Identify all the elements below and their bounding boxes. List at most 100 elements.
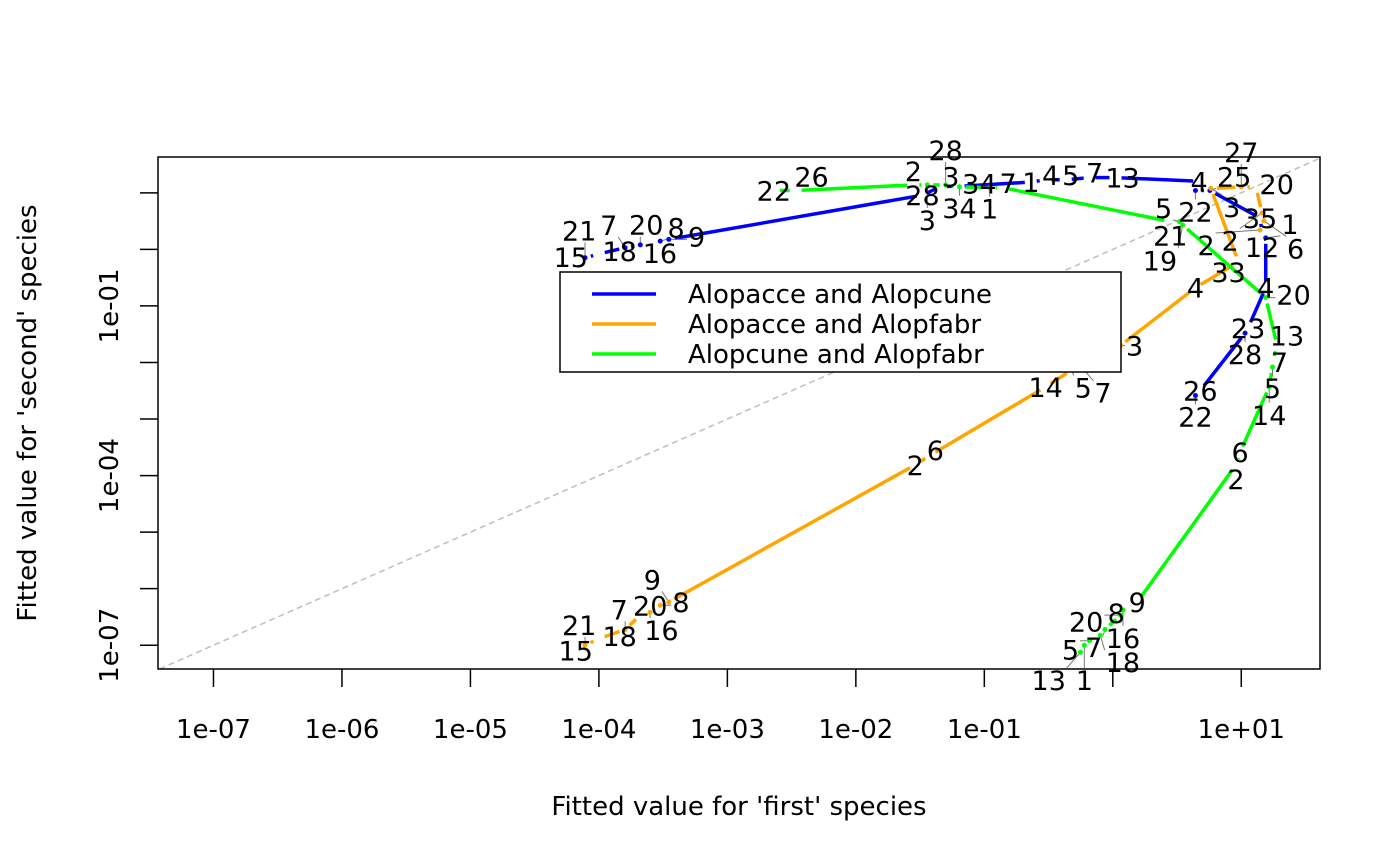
point-marker <box>1269 364 1275 370</box>
series-segment <box>965 185 984 190</box>
point-marker <box>1081 642 1087 648</box>
label-leader-line <box>1215 229 1261 234</box>
label-leader-line <box>1239 212 1263 229</box>
point-marker <box>582 255 588 261</box>
point-label: 9 <box>644 565 661 596</box>
point-label: 13 <box>1032 666 1066 697</box>
y-axis: 1e-07 1e-04 1e-01 <box>95 192 158 683</box>
series-segment <box>964 180 1025 188</box>
point-label: 19 <box>1143 246 1177 277</box>
label-leader-lines <box>582 161 1287 669</box>
point-label: 7 <box>1271 348 1288 379</box>
point-label: 15 <box>554 243 588 274</box>
point-label: 3 <box>1223 193 1240 224</box>
series-segment <box>934 388 1042 454</box>
point-label: 2 <box>1227 465 1244 496</box>
point-marker <box>924 182 930 188</box>
x-tick-label: 1e+01 <box>1198 715 1285 745</box>
series-segment <box>1214 191 1256 217</box>
point-label: 14 <box>1252 401 1286 432</box>
series-segment <box>1211 193 1238 257</box>
point-label: 20 <box>1069 607 1103 638</box>
legend-label: Alopacce and Alopcune <box>688 280 992 310</box>
point-label: 6 <box>1287 234 1304 265</box>
series-segment <box>630 244 635 249</box>
point-label: 16 <box>644 616 678 647</box>
point-label: 2 <box>1222 226 1239 257</box>
point-label: 3 <box>919 206 936 237</box>
point-label: 8 <box>1108 599 1125 630</box>
point-label: 7 <box>999 169 1016 200</box>
point-marker <box>1192 187 1198 193</box>
point-marker <box>657 602 663 608</box>
x-tick-label: 1e-04 <box>561 715 636 745</box>
point-label: 22 <box>1178 403 1212 434</box>
point-marker <box>622 626 628 632</box>
series-group <box>589 175 1278 645</box>
x-axis: 1e-07 1e-06 1e-05 1e-04 1e-03 1e-02 1e-01 1e+01 <box>176 669 1285 745</box>
point-label: 1 <box>1076 666 1093 697</box>
point-label: 2 <box>905 157 922 188</box>
point-label: 3 <box>942 162 959 193</box>
point-label: 16 <box>1106 624 1140 655</box>
point-label: 34 <box>962 169 996 200</box>
x-tick-label: 1e-06 <box>304 715 379 745</box>
series-1 <box>590 175 1268 387</box>
y-tick-label: 1e-01 <box>95 268 125 343</box>
series-segment <box>673 466 911 601</box>
x-tick-label: 1e-01 <box>947 715 1022 745</box>
point-marker <box>1192 393 1198 399</box>
x-axis-title: Fitted value for 'first' species <box>551 792 926 822</box>
series-segment <box>1199 263 1235 287</box>
label-leader-line <box>1099 635 1106 651</box>
series-segment <box>1049 371 1068 386</box>
point-label: 28 <box>1228 340 1262 371</box>
point-label: 5 <box>1062 635 1079 666</box>
point-marker <box>956 184 962 190</box>
point-label: 16 <box>643 239 677 270</box>
point-label: 8 <box>667 213 684 244</box>
series-3 <box>779 183 1278 640</box>
point-marker <box>1176 219 1182 225</box>
point-label: 14 <box>1028 373 1062 404</box>
series-segment <box>1216 185 1236 190</box>
point-label: 2 <box>1197 231 1214 262</box>
point-label: 5 <box>1062 161 1079 192</box>
legend-box <box>559 271 1122 373</box>
point-label: 13 <box>1270 322 1304 353</box>
point-label: 21 <box>562 611 596 642</box>
point-marker <box>1097 632 1103 638</box>
point-marker <box>943 182 949 188</box>
point-marker <box>1266 384 1272 390</box>
label-leader-line <box>1066 651 1081 669</box>
series-segment <box>1121 176 1194 183</box>
point-label: 34 <box>942 194 976 225</box>
point-label: 1 <box>981 195 998 226</box>
reference-line-group <box>159 157 1321 670</box>
point-marker <box>1102 626 1108 632</box>
series-segment <box>1265 303 1278 341</box>
point-marker <box>1242 330 1248 336</box>
point-marker <box>657 238 663 244</box>
point-label: 7 <box>611 595 628 626</box>
point-marker <box>1077 649 1083 655</box>
point-label: 23 <box>1231 314 1265 345</box>
series-segment <box>1255 192 1263 208</box>
point-label: 7 <box>1094 379 1111 410</box>
point-marker <box>666 236 672 242</box>
point-label: 9 <box>688 222 705 253</box>
series-segment <box>1186 227 1263 296</box>
y-tick-label: 1e-07 <box>95 608 125 683</box>
point-label: 35 <box>1243 204 1277 235</box>
point-label: 4 <box>1042 161 1059 192</box>
point-label: 28 <box>905 181 939 212</box>
series-segment <box>927 187 937 195</box>
point-label: 26 <box>794 163 828 194</box>
point-label: 5 <box>1075 374 1092 405</box>
point-label: 22 <box>1178 197 1212 228</box>
point-marker <box>1180 222 1186 228</box>
series-segment <box>589 639 595 645</box>
point-label: 1 <box>1281 210 1298 241</box>
